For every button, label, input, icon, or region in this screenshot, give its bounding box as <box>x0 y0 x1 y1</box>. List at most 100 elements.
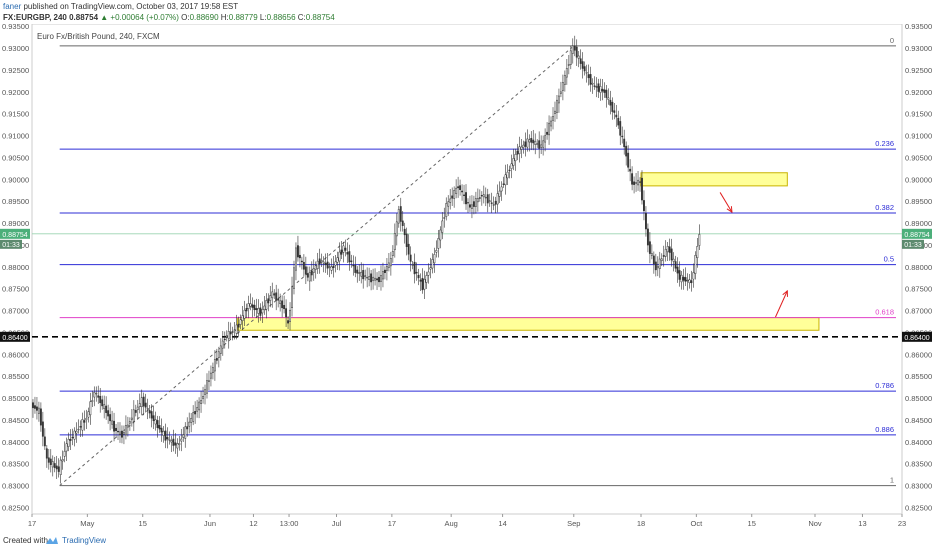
candle-body <box>492 204 495 206</box>
candle-body <box>247 303 250 309</box>
candle-body <box>356 269 359 274</box>
y-tick-label-left: 0.88000 <box>2 263 29 272</box>
candle-body <box>569 50 572 65</box>
candle-body <box>186 426 189 430</box>
chart-title: Euro Fx/British Pound, 240, FXCM <box>37 32 160 41</box>
candle-body <box>211 367 214 373</box>
candle-body <box>376 278 378 281</box>
candle-body <box>225 335 228 338</box>
tradingview-brand[interactable]: TradingView <box>62 536 107 545</box>
candle-body <box>500 186 503 192</box>
candle-body <box>217 351 220 358</box>
candle-body <box>455 187 458 194</box>
last-price-badge-right <box>902 228 932 239</box>
y-tick-label-right: 0.88000 <box>905 263 932 272</box>
candle-body <box>245 308 248 312</box>
candle-body <box>463 194 465 196</box>
supply-demand-zone <box>237 317 820 331</box>
candle-body <box>372 276 375 281</box>
last-price: 0.88754 <box>69 13 99 22</box>
candle-body <box>67 439 70 447</box>
open-label: O: <box>181 13 190 22</box>
candle-body <box>411 264 414 266</box>
candle-body <box>55 465 58 470</box>
candle-body <box>36 406 38 411</box>
candle-body <box>690 280 693 284</box>
y-tick-label-right: 0.89500 <box>905 197 932 206</box>
candle-body <box>105 405 108 413</box>
y-tick-label-right: 0.93500 <box>905 24 932 31</box>
author-link[interactable]: faner <box>3 2 22 11</box>
candle-body <box>229 331 232 335</box>
candle-body <box>180 438 183 442</box>
candle-body <box>415 271 418 274</box>
candle-body <box>536 143 539 145</box>
candle-body <box>275 292 278 301</box>
candle-body <box>672 258 675 262</box>
candle-body <box>148 410 151 414</box>
candle-body <box>261 309 264 314</box>
high-value: 0.88779 <box>228 13 258 22</box>
candle-body <box>469 204 471 208</box>
price-chart[interactable]: 0.93500 0.93500 0.93000 0.93000 0.92500 0.925… <box>0 24 932 531</box>
y-tick-label-left: 0.84500 <box>2 416 29 425</box>
candle-body <box>297 245 299 258</box>
candle-body <box>300 260 303 263</box>
candle-body <box>47 457 50 463</box>
candle-body <box>516 150 519 155</box>
candle-body <box>627 152 630 168</box>
candle-body <box>524 141 527 147</box>
y-tick-label-right: 0.91000 <box>905 132 932 141</box>
candle-body <box>107 410 110 417</box>
high-label: H: <box>220 13 229 22</box>
candle-body <box>306 273 309 278</box>
candle-body <box>178 443 181 445</box>
low-label: L: <box>259 13 267 22</box>
candle-body <box>312 268 315 273</box>
candle-body <box>579 58 582 64</box>
x-tick-label: 15 <box>139 519 147 528</box>
candle-body <box>346 252 349 255</box>
y-tick-label-left: 0.86000 <box>2 350 29 359</box>
candle-body <box>476 198 479 203</box>
fib-level-label: 1 <box>890 476 894 485</box>
candle-body <box>200 400 202 404</box>
x-tick-label: Oct <box>691 519 704 528</box>
candle-body <box>324 262 327 265</box>
close-label: C: <box>297 13 306 22</box>
candle-body <box>140 397 143 408</box>
candle-body <box>389 258 392 267</box>
y-tick-label-right: 0.89000 <box>905 219 932 228</box>
candle-body <box>95 392 98 395</box>
candle-body <box>158 425 161 430</box>
candle-body <box>461 190 463 193</box>
candle-body <box>362 270 365 280</box>
x-tick-label: Sep <box>567 519 580 528</box>
candle-body <box>233 329 236 332</box>
y-tick-label-right: 0.82500 <box>905 503 932 512</box>
candle-body <box>154 419 157 425</box>
candle-body <box>639 181 641 183</box>
arrow-down-icon <box>726 206 733 214</box>
y-tick-label-left: 0.87000 <box>2 307 29 316</box>
candle-body <box>215 358 218 361</box>
candle-body <box>387 262 390 268</box>
y-tick-label-left: 0.84000 <box>2 438 29 447</box>
candle-body <box>281 300 284 309</box>
candle-body <box>208 380 210 382</box>
y-tick-label-right: 0.86000 <box>905 350 932 359</box>
candle-body <box>552 116 554 121</box>
y-tick-label-left: 0.87500 <box>2 285 29 294</box>
candle-body <box>427 271 430 276</box>
candle-body <box>138 403 141 407</box>
candle-body <box>101 399 104 407</box>
candle-body <box>338 251 341 262</box>
candle-body <box>320 260 323 263</box>
candle-body <box>504 174 507 186</box>
candle-body <box>198 401 201 411</box>
candle-body <box>554 110 556 114</box>
candle-body <box>573 45 576 51</box>
up-triangle-icon: ▲ <box>100 13 109 22</box>
y-tick-label-right: 0.87500 <box>905 285 932 294</box>
candle-body <box>121 430 123 438</box>
